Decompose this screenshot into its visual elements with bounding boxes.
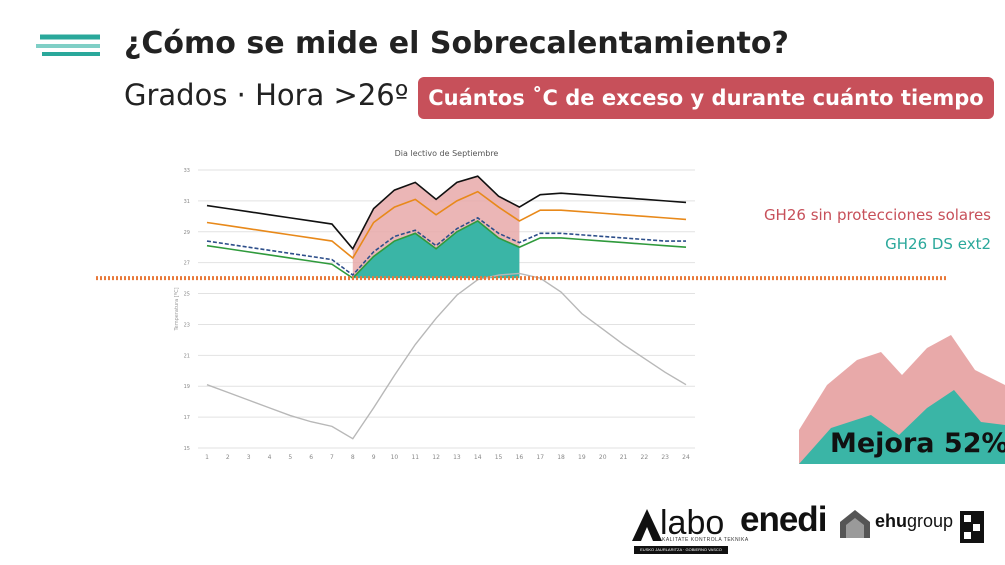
x-tick-label: 19 bbox=[578, 454, 586, 461]
labo-logo-text: labo bbox=[660, 504, 725, 542]
x-tick-label: 7 bbox=[330, 454, 334, 461]
enedi-logo: enedi bbox=[740, 500, 827, 539]
y-tick-label: 17 bbox=[184, 415, 190, 421]
y-tick-label: 33 bbox=[184, 168, 190, 174]
y-tick-label: 23 bbox=[184, 322, 190, 328]
x-tick-label: 18 bbox=[557, 454, 565, 461]
x-tick-label: 14 bbox=[474, 454, 482, 461]
y-tick-label: 19 bbox=[184, 384, 190, 390]
x-tick-label: 15 bbox=[495, 454, 503, 461]
x-tick-label: 5 bbox=[288, 454, 292, 461]
y-axis-label: Temperatura [ºC] bbox=[174, 287, 180, 331]
x-tick-label: 20 bbox=[599, 454, 607, 461]
x-tick-label: 8 bbox=[351, 454, 355, 461]
series-line-2 bbox=[206, 190, 687, 260]
x-tick-label: 10 bbox=[391, 454, 399, 461]
x-tick-label: 6 bbox=[309, 454, 313, 461]
ehu-mark-icon bbox=[960, 511, 984, 543]
legend-red: GH26 sin protecciones solares bbox=[763, 206, 991, 224]
x-tick-label: 2 bbox=[226, 454, 230, 461]
labo-logo-icon bbox=[632, 509, 662, 541]
house-logo-icon bbox=[840, 510, 870, 538]
x-tick-label: 11 bbox=[411, 454, 419, 461]
header-stripes-icon bbox=[36, 34, 100, 56]
x-tick-label: 17 bbox=[536, 454, 544, 461]
labo-logo-subtitle: KALITATE KONTROLA TEKNIKA bbox=[662, 537, 749, 543]
series-line-5 bbox=[206, 272, 687, 440]
improvement-label: Mejora 52% bbox=[830, 428, 1005, 459]
x-tick-label: 21 bbox=[620, 454, 628, 461]
highlight-pill: Cuántos ˚C de exceso y durante cuánto ti… bbox=[418, 77, 994, 119]
x-tick-label: 3 bbox=[247, 454, 251, 461]
y-tick-label: 15 bbox=[184, 446, 190, 452]
improvement-mini-chart bbox=[799, 335, 1005, 464]
x-tick-label: 16 bbox=[516, 454, 524, 461]
y-tick-label: 29 bbox=[184, 230, 190, 236]
x-tick-label: 9 bbox=[372, 454, 376, 461]
series-line-4 bbox=[206, 220, 687, 280]
series-line-3 bbox=[206, 216, 686, 277]
y-tick-label: 27 bbox=[184, 261, 190, 267]
series-line-1 bbox=[206, 175, 687, 251]
x-tick-label: 24 bbox=[682, 454, 690, 461]
slide-title: ¿Cómo se mide el Sobrecalentamiento? bbox=[124, 26, 789, 61]
x-tick-label: 23 bbox=[661, 454, 669, 461]
chart-title: Dia lectivo de Septiembre bbox=[395, 149, 499, 158]
mini-teal-area bbox=[799, 390, 1005, 464]
x-tick-label: 12 bbox=[432, 454, 440, 461]
legend-teal: GH26 DS ext2 bbox=[885, 235, 991, 253]
x-tick-label: 4 bbox=[268, 454, 272, 461]
x-tick-label: 13 bbox=[453, 454, 461, 461]
labo-logo-subtitle2: EUSKO JAURLARITZA · GOBIERNO VASCO bbox=[634, 546, 728, 554]
ehugroup-logo: ehugroup bbox=[875, 511, 954, 531]
y-tick-label: 31 bbox=[184, 199, 190, 205]
x-tick-label: 22 bbox=[641, 454, 649, 461]
y-tick-label: 21 bbox=[184, 353, 190, 359]
x-tick-label: 1 bbox=[205, 454, 209, 461]
slide-subtitle: Grados · Hora >26º bbox=[124, 78, 409, 112]
y-tick-label: 25 bbox=[184, 292, 190, 298]
